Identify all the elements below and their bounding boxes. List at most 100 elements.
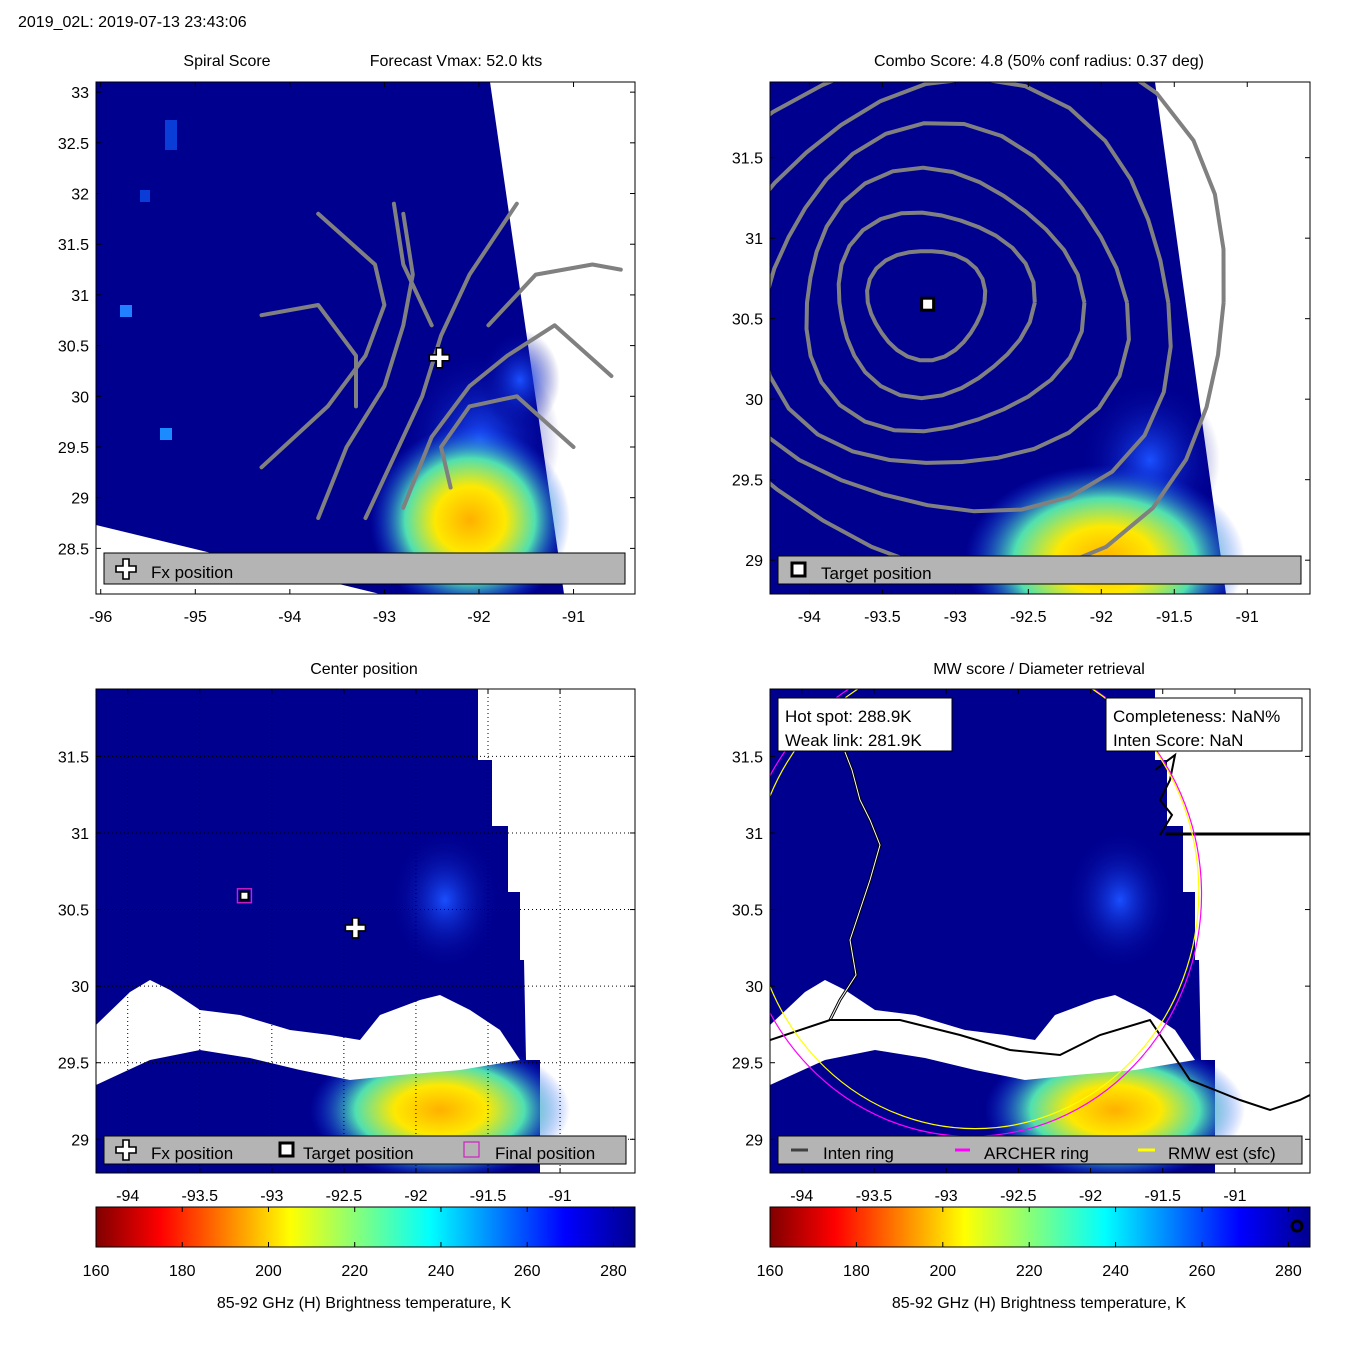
spiral-contour-line xyxy=(363,201,519,520)
combo-score-panel: Combo Score: 4.8 (50% conf radius: 0.37 … xyxy=(732,53,1311,626)
spiral-axis-ticks: -96 -95 -94 -93 -92 -91 28.5 29 29.5 30 30.5 31 31.5… xyxy=(58,82,635,626)
pixel-blob xyxy=(120,305,132,317)
hot-spot-label: Hot spot: 288.9K xyxy=(785,707,912,726)
y-tick-label: 30 xyxy=(71,979,89,996)
combo-axis-ticks: -94 -93.5 -93 -92.5 -92 -91.5 -91 29 29.5 30 30.5 3… xyxy=(732,82,1310,626)
colorbar-tick-label: 260 xyxy=(514,1263,541,1280)
colorbar-tick-label: 200 xyxy=(929,1263,956,1280)
x-tick-label: -93.5 xyxy=(182,1188,219,1205)
x-tick-label: -93.5 xyxy=(864,609,901,626)
x-tick-label: -91 xyxy=(562,609,585,626)
spiral-contour-line xyxy=(439,394,576,490)
combo-contour-line xyxy=(770,82,1226,579)
colorbar-tick-label: 160 xyxy=(83,1263,110,1280)
colorbar-tick-label: 160 xyxy=(757,1263,784,1280)
x-tick-label: -91 xyxy=(1236,609,1259,626)
y-tick-label: 32 xyxy=(71,187,89,204)
hot-spot-box: Hot spot: 288.9K Weak link: 281.9K xyxy=(777,697,953,752)
colorbar-tick-label: 260 xyxy=(1189,1263,1216,1280)
y-tick-label: 29.5 xyxy=(732,473,763,490)
spiral-contour-line xyxy=(259,211,387,470)
pixel-blob xyxy=(160,428,172,440)
y-tick-label: 30.5 xyxy=(58,903,89,920)
x-tick-label: -92 xyxy=(1090,609,1113,626)
x-tick-label: -94 xyxy=(278,609,301,626)
hot-spot-indicator-icon xyxy=(1290,1219,1304,1233)
legend-target-label: Target position xyxy=(821,564,932,583)
combo-contours xyxy=(770,82,1226,579)
y-tick-label: 33 xyxy=(71,85,89,102)
y-tick-label: 31 xyxy=(71,826,89,843)
spiral-contour-line xyxy=(259,303,358,409)
y-tick-label: 30.5 xyxy=(58,339,89,356)
rmw-ring xyxy=(770,689,1200,1130)
final-position-point xyxy=(236,888,253,904)
x-tick-label: -96 xyxy=(89,609,112,626)
x-tick-label: -94 xyxy=(798,609,821,626)
x-tick-label: -91.5 xyxy=(1156,609,1193,626)
center-grid xyxy=(96,689,635,1173)
combo-score-title: Combo Score: 4.8 (50% conf radius: 0.37 … xyxy=(874,53,1204,70)
y-tick-label: 29 xyxy=(745,1132,763,1149)
x-tick-label: -92 xyxy=(1079,1188,1102,1205)
y-tick-label: 31 xyxy=(745,231,763,248)
legend-archer-label: ARCHER ring xyxy=(984,1144,1089,1163)
spiral-contours xyxy=(259,201,623,520)
final-position-marker xyxy=(463,1141,480,1158)
forecast-vmax-title: Forecast Vmax: 52.0 kts xyxy=(370,53,543,70)
y-tick-label: 31 xyxy=(71,288,89,305)
center-position-panel: Center position -94 -93.5 -93 -92.5 -92 -91.5… xyxy=(58,661,636,1205)
combo-legend: Target position xyxy=(777,555,1302,585)
spiral-contour-line xyxy=(391,201,434,328)
land-mask xyxy=(96,980,520,1085)
colorbar-tick-label: 280 xyxy=(600,1263,627,1280)
colorbar-tick-label: 180 xyxy=(169,1263,196,1280)
colorbar-tick-label: 240 xyxy=(428,1263,455,1280)
x-tick-label: -93.5 xyxy=(856,1188,893,1205)
colorbar-gradient xyxy=(95,1206,636,1248)
cool-region xyxy=(1065,830,1175,970)
y-tick-label: 30.5 xyxy=(732,903,763,920)
y-tick-label: 29.5 xyxy=(58,1056,89,1073)
completeness-box: Completeness: NaN% Inten Score: NaN xyxy=(1105,697,1303,752)
convective-region xyxy=(370,425,570,594)
x-tick-label: -92.5 xyxy=(326,1188,363,1205)
colorbar-label: 85-92 GHz (H) Brightness temperature, K xyxy=(892,1295,1187,1312)
colorbar-tick-label: 240 xyxy=(1102,1263,1129,1280)
center-legend: Fx position Target position Final positi… xyxy=(103,1135,627,1165)
x-tick-label: -92 xyxy=(404,1188,427,1205)
axes-frame xyxy=(95,688,636,1174)
y-tick-label: 31.5 xyxy=(732,151,763,168)
y-tick-label: 29 xyxy=(745,553,763,570)
x-tick-label: -93 xyxy=(260,1188,283,1205)
legend-inten-label: Inten ring xyxy=(823,1144,894,1163)
colorbar-tick-label: 280 xyxy=(1275,1263,1302,1280)
combo-contour-line xyxy=(865,249,988,363)
x-tick-label: -93 xyxy=(935,1188,958,1205)
fx-position-point xyxy=(428,346,451,369)
pixel-blob xyxy=(140,190,150,202)
colorbar-tick-label: 220 xyxy=(1016,1263,1043,1280)
legend-rmw-label: RMW est (sfc) xyxy=(1168,1144,1276,1163)
x-tick-label: -92.5 xyxy=(1010,609,1047,626)
y-tick-label: 31.5 xyxy=(732,749,763,766)
x-tick-label: -92 xyxy=(467,609,490,626)
y-tick-label: 32.5 xyxy=(58,136,89,153)
mw-score-title: MW score / Diameter retrieval xyxy=(933,661,1145,678)
fx-position-marker xyxy=(115,1139,137,1161)
cool-region xyxy=(390,830,500,970)
x-tick-label: -94 xyxy=(790,1188,813,1205)
y-tick-label: 31.5 xyxy=(58,749,89,766)
axes-frame xyxy=(769,688,1311,1174)
legend-target-label: Target position xyxy=(303,1144,414,1163)
colorbar-left: 160 180 200 220 240 260 280 85-92 GHz (H) Brig… xyxy=(83,1206,636,1312)
x-tick-label: -91.5 xyxy=(1144,1188,1181,1205)
y-tick-label: 29 xyxy=(71,1132,89,1149)
combo-contour-line xyxy=(804,165,1087,434)
fx-position-marker xyxy=(115,558,137,580)
colorbar-tick-label: 200 xyxy=(255,1263,282,1280)
spiral-contour-line xyxy=(316,211,415,520)
x-tick-label: -92.5 xyxy=(1000,1188,1037,1205)
spiral-contour-line xyxy=(401,323,614,510)
